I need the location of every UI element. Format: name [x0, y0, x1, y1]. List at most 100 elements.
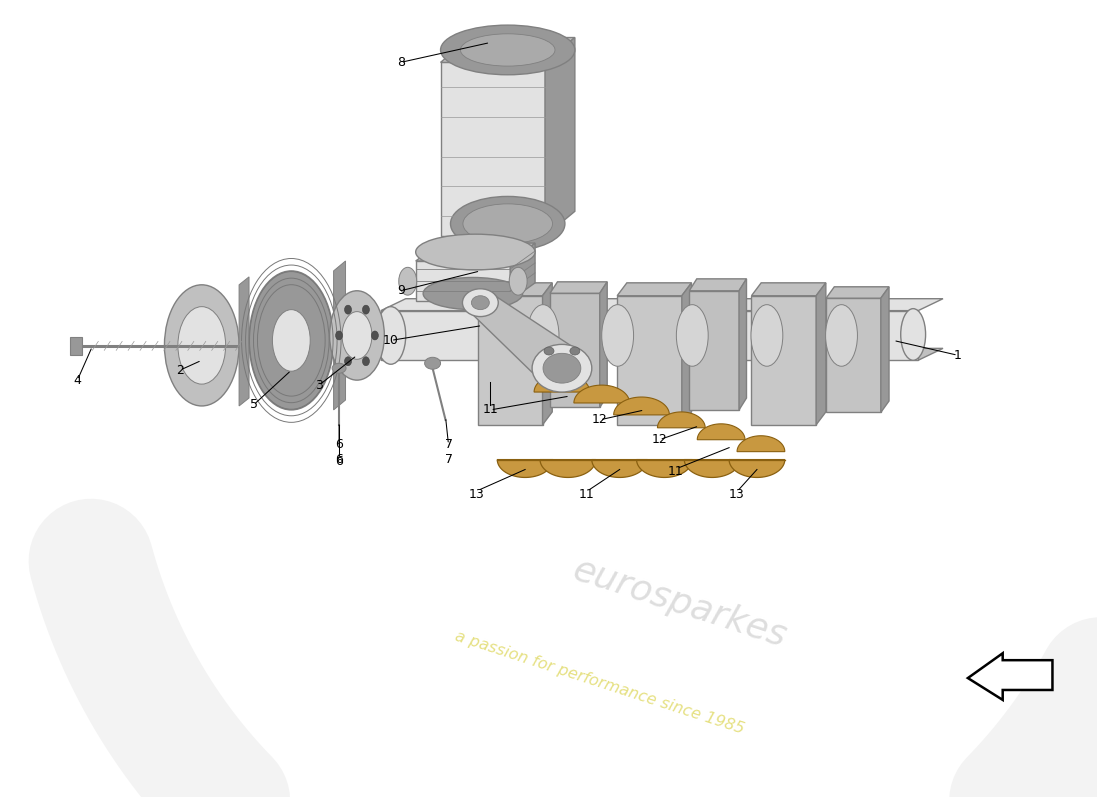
Polygon shape — [239, 277, 249, 406]
Polygon shape — [690, 290, 739, 410]
Polygon shape — [617, 296, 682, 425]
Text: 12: 12 — [592, 414, 607, 426]
Ellipse shape — [527, 305, 559, 366]
Polygon shape — [751, 296, 816, 425]
Polygon shape — [542, 283, 552, 425]
Text: 2: 2 — [176, 364, 184, 377]
Text: 3: 3 — [316, 378, 323, 392]
Text: 1: 1 — [954, 349, 961, 362]
Polygon shape — [477, 283, 552, 296]
Ellipse shape — [363, 305, 370, 314]
Ellipse shape — [416, 234, 535, 270]
Ellipse shape — [570, 347, 580, 355]
Ellipse shape — [602, 305, 634, 366]
Ellipse shape — [336, 331, 342, 340]
Ellipse shape — [165, 285, 239, 406]
Text: 11: 11 — [668, 465, 683, 478]
Text: 13: 13 — [728, 488, 744, 501]
Polygon shape — [737, 436, 784, 452]
Ellipse shape — [363, 357, 370, 366]
Polygon shape — [441, 62, 544, 236]
Ellipse shape — [178, 306, 226, 384]
Text: 13: 13 — [469, 488, 484, 501]
Polygon shape — [416, 243, 535, 261]
Polygon shape — [472, 292, 576, 386]
Polygon shape — [637, 459, 692, 478]
Polygon shape — [70, 338, 82, 355]
Polygon shape — [535, 374, 590, 392]
Polygon shape — [617, 283, 692, 296]
Ellipse shape — [372, 331, 378, 340]
Ellipse shape — [463, 204, 552, 243]
Polygon shape — [600, 282, 607, 407]
Ellipse shape — [532, 344, 592, 392]
Ellipse shape — [472, 296, 490, 310]
Text: 10: 10 — [383, 334, 398, 347]
Text: 6: 6 — [336, 453, 343, 466]
Polygon shape — [510, 243, 535, 301]
Polygon shape — [497, 459, 553, 478]
Polygon shape — [381, 348, 943, 360]
Text: 7: 7 — [444, 438, 452, 451]
Ellipse shape — [441, 25, 575, 74]
Polygon shape — [682, 283, 692, 425]
Ellipse shape — [344, 305, 352, 314]
Polygon shape — [684, 459, 740, 478]
Polygon shape — [441, 38, 575, 62]
Text: 7: 7 — [444, 453, 452, 466]
Polygon shape — [540, 459, 596, 478]
Ellipse shape — [544, 347, 554, 355]
Polygon shape — [826, 298, 881, 413]
Polygon shape — [477, 296, 542, 425]
Text: 11: 11 — [579, 488, 595, 501]
Ellipse shape — [330, 290, 384, 380]
Text: 12: 12 — [651, 434, 668, 446]
Polygon shape — [739, 279, 747, 410]
Ellipse shape — [451, 197, 565, 251]
Text: 11: 11 — [483, 403, 498, 417]
Text: 5: 5 — [250, 398, 257, 411]
Polygon shape — [416, 261, 510, 301]
Polygon shape — [729, 459, 784, 478]
Polygon shape — [881, 286, 889, 413]
Ellipse shape — [332, 363, 346, 373]
Ellipse shape — [676, 305, 708, 366]
Polygon shape — [592, 459, 648, 478]
Polygon shape — [381, 298, 943, 310]
Polygon shape — [751, 283, 826, 296]
Polygon shape — [697, 424, 745, 440]
Polygon shape — [968, 654, 1053, 700]
Text: eurosparkes: eurosparkes — [568, 553, 791, 654]
Ellipse shape — [425, 358, 441, 370]
Polygon shape — [574, 385, 629, 403]
Ellipse shape — [273, 310, 310, 371]
Ellipse shape — [901, 309, 925, 360]
Polygon shape — [550, 282, 607, 294]
Ellipse shape — [462, 289, 498, 317]
Polygon shape — [826, 286, 889, 298]
Text: 4: 4 — [74, 374, 81, 386]
Text: 6: 6 — [336, 438, 343, 451]
Ellipse shape — [249, 271, 333, 410]
Ellipse shape — [751, 305, 783, 366]
Polygon shape — [614, 397, 670, 415]
Polygon shape — [690, 279, 747, 290]
Ellipse shape — [424, 278, 522, 310]
Polygon shape — [381, 310, 918, 360]
Polygon shape — [333, 261, 345, 410]
Ellipse shape — [509, 267, 527, 295]
Ellipse shape — [376, 306, 406, 364]
Ellipse shape — [826, 305, 857, 366]
Ellipse shape — [543, 354, 581, 383]
Polygon shape — [816, 283, 826, 425]
Text: 8: 8 — [397, 56, 405, 69]
Ellipse shape — [461, 34, 556, 66]
Polygon shape — [658, 412, 705, 428]
Text: a passion for performance since 1985: a passion for performance since 1985 — [453, 629, 746, 737]
Polygon shape — [544, 38, 575, 236]
Text: 6: 6 — [336, 455, 343, 468]
Polygon shape — [550, 294, 600, 407]
Ellipse shape — [344, 357, 352, 366]
Ellipse shape — [342, 312, 372, 359]
Text: 9: 9 — [397, 284, 405, 298]
